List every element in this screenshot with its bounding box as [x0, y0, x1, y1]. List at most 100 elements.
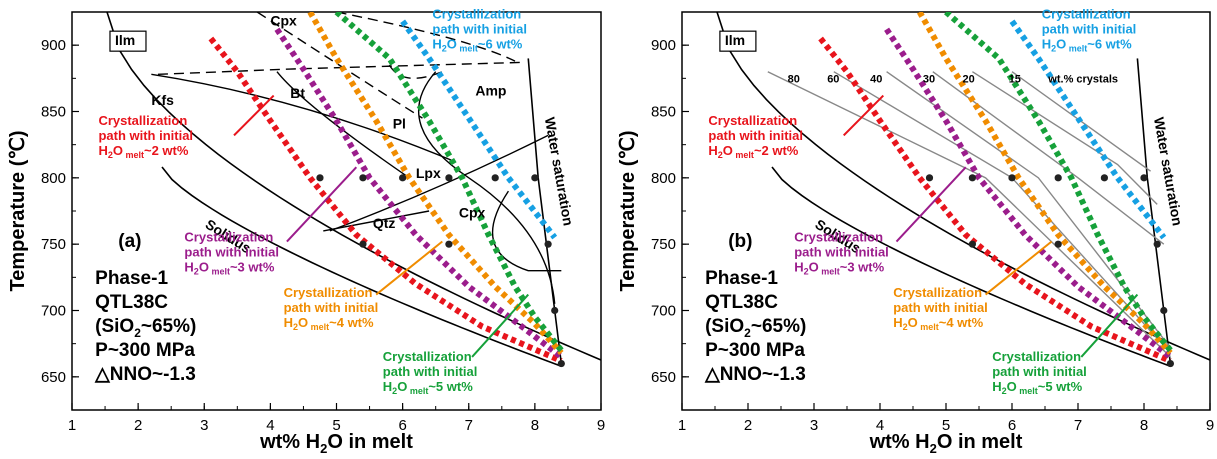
annotation-line-part: 2: [108, 150, 113, 160]
crystallinity-isopleth: [767, 71, 1171, 358]
annotation-line: Crystallization: [184, 230, 273, 245]
annotation-line-part: ~4 wt%: [329, 315, 374, 330]
x-tick-label: 6: [398, 417, 406, 434]
annotation-line-part: H: [432, 37, 441, 52]
isopleth-label: 80: [788, 73, 800, 85]
annotation-leader: [895, 166, 967, 243]
x-tick-label: 1: [678, 417, 686, 434]
info-line-part: (SiO: [95, 316, 134, 337]
phase-label: Water saturation: [542, 116, 577, 227]
annotation-line-part: melt: [457, 44, 478, 54]
annotation-line-part: O: [113, 143, 123, 158]
annotation-line-part: O: [397, 379, 407, 394]
ilm-label-box: [109, 30, 147, 52]
experiment-point: [1153, 240, 1161, 248]
crystallinity-isopleth: [833, 71, 1171, 354]
annotation-line-part: O: [809, 260, 819, 275]
info-line-part: ~65%): [751, 316, 806, 337]
info-line: △NNO~-1.3: [94, 364, 196, 385]
crystallization-path-series: [274, 27, 564, 360]
experiment-point: [399, 174, 407, 182]
phase-label: Lpx: [416, 165, 441, 181]
annotation-line: H2O melt~3 wt%: [184, 260, 274, 277]
x-axis-title-part: wt% H: [259, 431, 320, 453]
annotation-line-part: 2: [1051, 44, 1056, 54]
experiment-point: [1100, 174, 1108, 182]
experiment-point: [557, 359, 565, 368]
annotation-line-part: H: [184, 260, 193, 275]
annotation-leader: [842, 94, 885, 137]
x-tick-label: 9: [597, 417, 605, 434]
isopleth-label: wt.% crystals: [1047, 73, 1118, 85]
x-tick-label: 1: [68, 417, 76, 434]
water-saturation-curve: [1136, 58, 1172, 364]
dashed-boundary: [256, 12, 423, 119]
annotation-line-part: melt: [308, 322, 329, 332]
experiment-point: [968, 174, 977, 182]
x-tick-label: 2: [744, 417, 752, 434]
phase-boundary: [151, 73, 456, 163]
experiment-point: [445, 174, 453, 182]
annotation-line: H2O melt~2 wt%: [98, 143, 188, 160]
annotation-line: Crystallization: [708, 113, 797, 128]
annotation-line-part: ~6 wt%: [1087, 37, 1132, 52]
annotation-line: path with initial: [432, 22, 527, 37]
phase-boundary: [417, 71, 556, 304]
annotation-line-part: 2: [804, 267, 809, 277]
phase-boundary: [276, 71, 410, 179]
annotation-line-part: ~3 wt%: [230, 260, 275, 275]
annotation-leader: [375, 240, 443, 296]
info-line: △NNO~-1.3: [704, 364, 806, 385]
panel-tag: (b): [728, 231, 752, 252]
annotation-line-part: 2: [293, 322, 298, 332]
y-tick-label: 900: [41, 37, 66, 54]
annotation-line: H2O melt~4 wt%: [284, 315, 374, 332]
annotation-leader: [471, 293, 530, 358]
annotation-line: Crystallization: [794, 230, 883, 245]
x-tick-label: 9: [1206, 417, 1214, 434]
annotation-line: H2O melt~6 wt%: [1042, 37, 1132, 54]
y-tick-label: 850: [41, 104, 66, 121]
annotation-line-part: H: [98, 143, 107, 158]
info-line: QTL38C: [95, 292, 168, 313]
y-tick-label: 700: [41, 303, 66, 320]
experiment-point: [1008, 174, 1016, 182]
annotation-line: path with initial: [794, 245, 889, 260]
experiment-point: [531, 174, 539, 182]
dashed-boundary: [388, 64, 443, 79]
solidus-curve: [161, 166, 562, 367]
annotation-line-part: ~5 wt%: [1038, 379, 1083, 394]
info-line: P~300 MPa: [705, 340, 805, 361]
phase-boundary: [491, 190, 562, 272]
x-tick-label: 2: [134, 417, 142, 434]
experiment-point: [925, 174, 934, 182]
annotation-line: Crystallization: [432, 7, 521, 22]
isopleth-label: 60: [827, 73, 839, 85]
annotation-line-part: ~4 wt%: [939, 315, 984, 330]
annotation-line-part: ~2 wt%: [144, 143, 189, 158]
crystallization-path-series: [307, 12, 564, 355]
x-axis-title-subscript: 2: [930, 441, 937, 454]
annotation-line-part: melt: [407, 386, 428, 396]
phase-label: Water saturation: [1151, 116, 1186, 227]
plot-inner: [106, 12, 601, 368]
annotation-line-part: O: [1056, 37, 1066, 52]
y-axis-title: Temperature (℃): [617, 130, 639, 291]
crystallization-path-series: [334, 12, 564, 353]
dashed-boundary: [157, 61, 522, 76]
crystallization-path-series: [400, 19, 558, 240]
x-axis-title-subscript: 2: [320, 441, 327, 454]
isopleth-label: 20: [963, 73, 975, 85]
x-axis-title-part: O in melt: [937, 431, 1023, 453]
annotation-line-part: H: [794, 260, 803, 275]
annotation-line-part: H: [708, 143, 717, 158]
x-tick-label: 8: [531, 417, 539, 434]
annotation-line: path with initial: [98, 128, 193, 143]
phase-label: Amp: [475, 83, 506, 99]
annotation-line-part: 2: [1002, 386, 1007, 396]
experiment-point: [359, 174, 367, 182]
